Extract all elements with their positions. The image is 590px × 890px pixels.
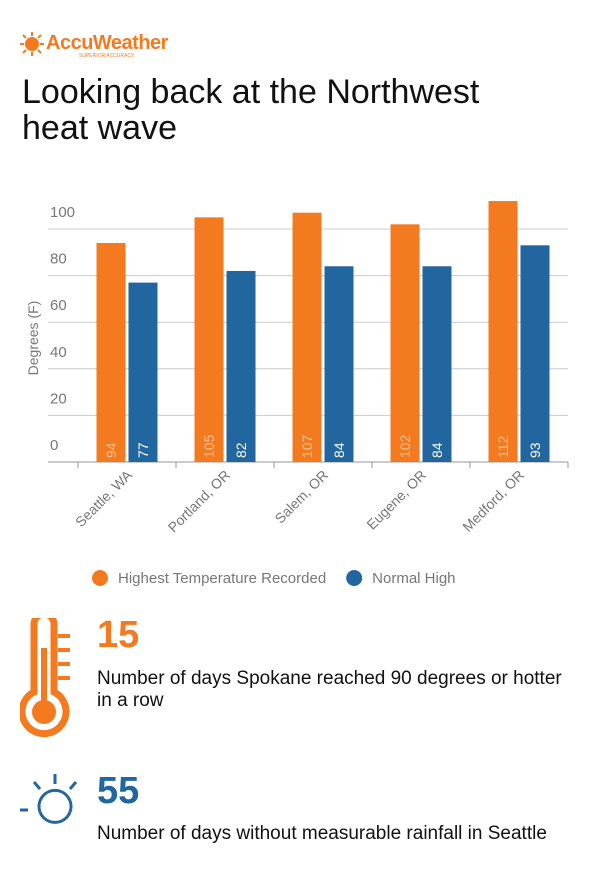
stat-number: 15 <box>97 614 140 656</box>
stat-text: Number of days without measurable rainfa… <box>97 823 547 844</box>
x-tick-label: Portland, OR <box>165 467 234 536</box>
legend-marker <box>346 570 363 586</box>
value-label: 84 <box>429 442 445 458</box>
bar <box>194 217 224 462</box>
value-label: 102 <box>397 434 413 458</box>
title: Looking back at the Northwest heat wave <box>22 73 480 147</box>
x-tick-label: Medford, OR <box>459 467 527 535</box>
bar <box>488 201 518 462</box>
legend-label: Normal High <box>372 570 455 587</box>
x-tick-label: Eugene, OR <box>363 467 429 533</box>
bar <box>324 266 354 462</box>
bar <box>96 242 126 462</box>
legend-label: Highest Temperature Recorded <box>118 570 326 587</box>
bar <box>390 224 420 462</box>
y-tick-label: 40 <box>50 344 67 361</box>
logo-sun <box>20 32 44 56</box>
y-tick-label: 0 <box>50 437 58 454</box>
stat-text: Number of days Spokane reached 90 degree… <box>97 668 562 711</box>
bar <box>292 212 322 462</box>
bar <box>128 282 158 462</box>
value-label: 112 <box>495 435 511 458</box>
x-tick-label: Seattle, WA <box>72 466 136 530</box>
y-axis-label: Degrees (F) <box>25 301 41 376</box>
tagline: SUPERIOR ACCURACY <box>79 53 135 59</box>
value-label: 94 <box>103 442 119 458</box>
y-tick-label: 100 <box>50 204 75 221</box>
bar <box>226 270 256 462</box>
bar <box>520 245 550 462</box>
y-tick-label: 20 <box>50 390 67 407</box>
sun-icon <box>20 774 78 824</box>
stat-number: 55 <box>97 770 140 812</box>
legend-marker <box>92 570 108 586</box>
value-label: 84 <box>331 442 347 458</box>
value-label: 105 <box>201 434 217 458</box>
value-label: 77 <box>135 442 151 458</box>
x-tick-label: Salem, OR <box>271 467 331 527</box>
value-label: 82 <box>233 442 249 458</box>
thermometer-icon <box>20 618 70 738</box>
y-tick-label: 80 <box>50 251 67 268</box>
value-label: 93 <box>527 442 543 458</box>
bar <box>422 266 452 462</box>
chart: 0 20 40 60 80 100 Degrees (F) 94 77 Seattle, WA 10… <box>25 201 569 587</box>
value-label: 107 <box>299 434 315 458</box>
brand: AccuWeather <box>46 32 168 54</box>
y-tick-label: 60 <box>50 297 67 314</box>
